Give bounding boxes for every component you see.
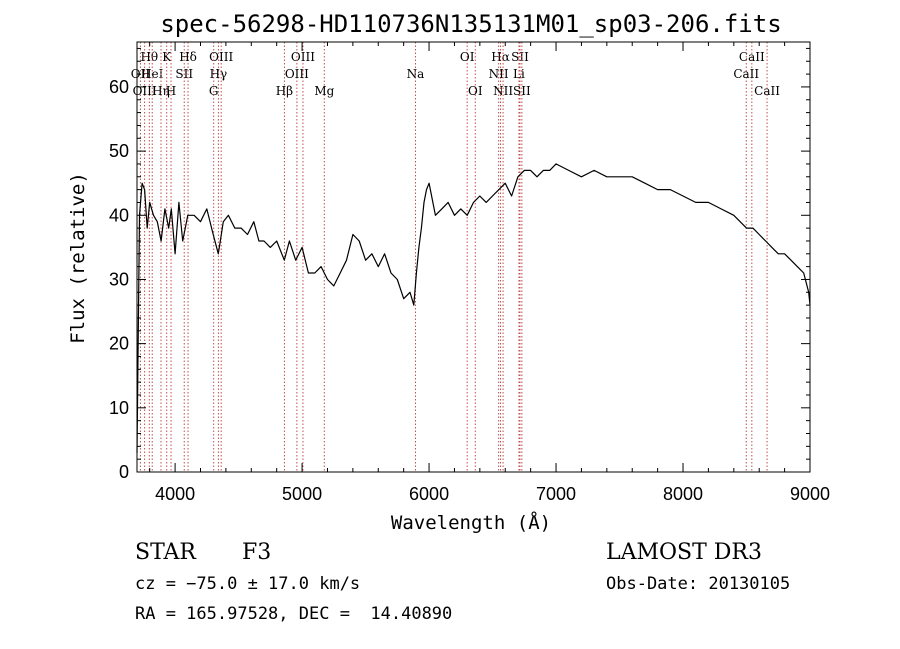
spectral-line-label: OIII: [285, 67, 309, 81]
y-tick-label: 40: [109, 205, 129, 225]
object-subclass: F3: [242, 540, 272, 565]
y-tick-label: 10: [109, 398, 129, 418]
spectral-line-label: CaII: [754, 84, 780, 98]
spectrum-line: [136, 163, 811, 453]
y-axis-label: Flux (relative): [67, 172, 89, 344]
chart-title: spec-56298-HD110736N135131M01_sp03-206.f…: [160, 10, 781, 38]
spectral-line-label: Hγ: [210, 67, 228, 81]
spectral-line-label: Mg: [314, 84, 334, 98]
y-tick-label: 50: [109, 141, 129, 161]
plot-frame: [136, 41, 811, 473]
spectral-line-label: OIII: [133, 84, 157, 98]
spectral-line-label: Hβ: [276, 84, 293, 98]
x-tick-label: 5000: [282, 484, 322, 504]
x-tick-label: 8000: [663, 484, 703, 504]
spectral-line-label: Na: [407, 67, 425, 81]
spectral-line-label: Hδ: [179, 50, 197, 64]
x-tick-label: 7000: [536, 484, 576, 504]
spectral-line-label: G: [209, 84, 219, 98]
x-tick-label: 6000: [409, 484, 449, 504]
spectral-line-label: OI: [460, 50, 475, 64]
axes: 4000 5000 6000 7000 8000 9000 0 10 20 30 40 50 60: [109, 42, 830, 504]
spectral-line-label: Hθ: [140, 50, 158, 64]
y-tick-label: 0: [119, 462, 129, 482]
spectral-line-label: OI: [468, 84, 483, 98]
observation-date: Obs-Date: 20130105: [606, 574, 791, 594]
spectral-line-label: SII: [511, 50, 529, 64]
spectral-line-label: H: [166, 84, 176, 98]
spectral-line-label: OIII: [209, 50, 233, 64]
spectral-line-label: K: [162, 50, 172, 64]
x-tick-label: 9000: [790, 484, 830, 504]
spectral-line-label: SII: [175, 67, 193, 81]
y-tick-label: 20: [109, 334, 129, 354]
spectral-line-label: CaII: [733, 67, 759, 81]
spectral-line-label: NII: [493, 84, 513, 98]
object-class: STAR: [135, 540, 196, 565]
spectral-line-label: OIII: [291, 50, 315, 64]
y-tick-label: 60: [109, 77, 129, 97]
x-tick-label: 4000: [155, 484, 195, 504]
spectral-line-label: SII: [513, 84, 531, 98]
x-axis-label: Wavelength (Å): [391, 511, 551, 534]
spectral-line-label: Li: [513, 67, 525, 81]
y-tick-label: 30: [109, 269, 129, 289]
spectral-line-label: Hα: [491, 50, 510, 64]
spectral-line-label: HeI: [141, 67, 164, 81]
survey-name: LAMOST DR3: [606, 540, 762, 565]
spectral-line-label: Hη: [152, 84, 170, 98]
coordinates-readout: RA = 165.97528, DEC = 14.40890: [135, 604, 453, 624]
redshift-readout: cz = −75.0 ± 17.0 km/s: [135, 574, 361, 594]
spectral-line-label: CaII: [739, 50, 765, 64]
spectrum-chart: spec-56298-HD110736N135131M01_sp03-206.f…: [67, 10, 830, 534]
spectrum-series: [136, 163, 811, 453]
spectral-line-label: NII: [489, 67, 509, 81]
